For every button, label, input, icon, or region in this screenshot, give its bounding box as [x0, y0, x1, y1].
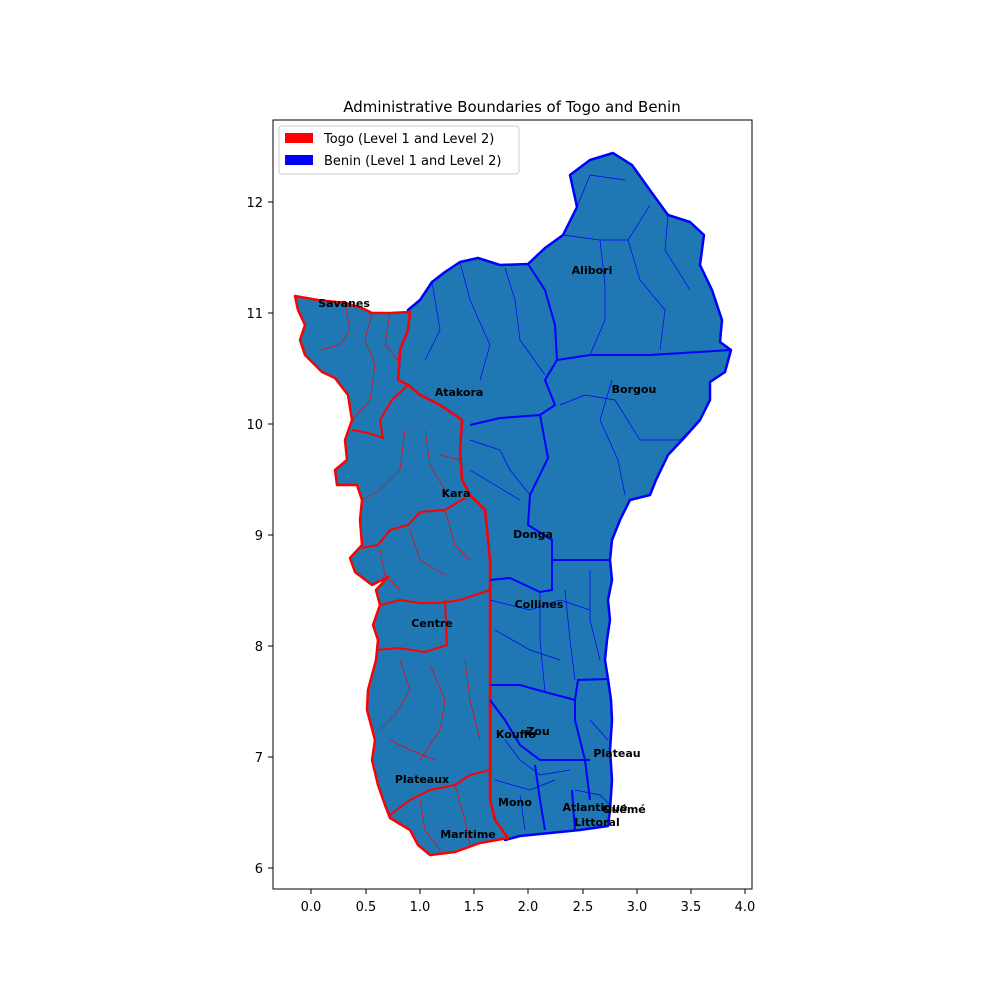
department-label-atakora: Atakora [435, 386, 484, 399]
benin-commune-boundaries [424, 174, 701, 831]
department-label-kouffo: Kouffo [496, 728, 537, 741]
legend-swatch-togo [285, 133, 313, 143]
y-tick-label: 10 [246, 418, 263, 433]
department-label-plateau: Plateau [593, 747, 640, 760]
togo-region-labels: Savanes Kara Centre Plateaux Maritime [318, 297, 496, 841]
x-tick-label: 2.0 [518, 900, 539, 915]
x-tick-label: 4.0 [735, 900, 756, 915]
map-title: Administrative Boundaries of Togo and Be… [343, 98, 680, 116]
department-label-zou: Zou [526, 725, 549, 738]
togo-prefecture-boundaries [319, 302, 481, 851]
x-tick-label: 1.5 [464, 900, 485, 915]
x-tick-label: 1.0 [410, 900, 431, 915]
y-tick-label: 8 [255, 640, 263, 655]
x-tick-label: 0.0 [301, 900, 322, 915]
region-label-centre: Centre [411, 617, 453, 630]
y-axis: 12 11 10 9 8 7 6 [246, 196, 273, 877]
region-label-kara: Kara [442, 487, 471, 500]
y-tick-label: 6 [255, 862, 263, 877]
y-tick-label: 12 [246, 196, 263, 211]
legend: Togo (Level 1 and Level 2) Benin (Level … [278, 125, 520, 175]
y-tick-label: 7 [255, 751, 263, 766]
y-tick-label: 9 [255, 529, 263, 544]
y-tick-label: 11 [246, 307, 263, 322]
department-label-mono: Mono [498, 796, 532, 809]
region-label-maritime: Maritime [440, 828, 496, 841]
department-label-alibori: Alibori [572, 264, 613, 277]
region-label-plateaux: Plateaux [395, 773, 449, 786]
x-axis: 0.0 0.5 1.0 1.5 2.0 2.5 3.0 3.5 4.0 [301, 889, 756, 915]
region-label-savanes: Savanes [318, 297, 370, 310]
benin-department-boundaries [469, 263, 732, 831]
legend-box [278, 125, 520, 175]
legend-label-benin: Benin (Level 1 and Level 2) [324, 154, 501, 169]
x-tick-label: 0.5 [356, 900, 377, 915]
department-label-borgou: Borgou [612, 383, 657, 396]
x-tick-label: 2.5 [573, 900, 594, 915]
department-label-oueme: Ouémé [602, 803, 646, 816]
department-label-donga: Donga [513, 528, 553, 541]
legend-swatch-benin [285, 155, 313, 165]
x-tick-label: 3.5 [681, 900, 702, 915]
x-tick-label: 3.0 [627, 900, 648, 915]
benin-department-labels: Alibori Atakora Borgou Donga Collines Zo… [435, 264, 657, 829]
department-label-collines: Collines [515, 598, 564, 611]
legend-label-togo: Togo (Level 1 and Level 2) [323, 132, 494, 147]
togo-territory [293, 294, 510, 857]
department-label-atlantique: Atlantique [563, 801, 628, 814]
department-label-littoral: Littoral [574, 816, 619, 829]
